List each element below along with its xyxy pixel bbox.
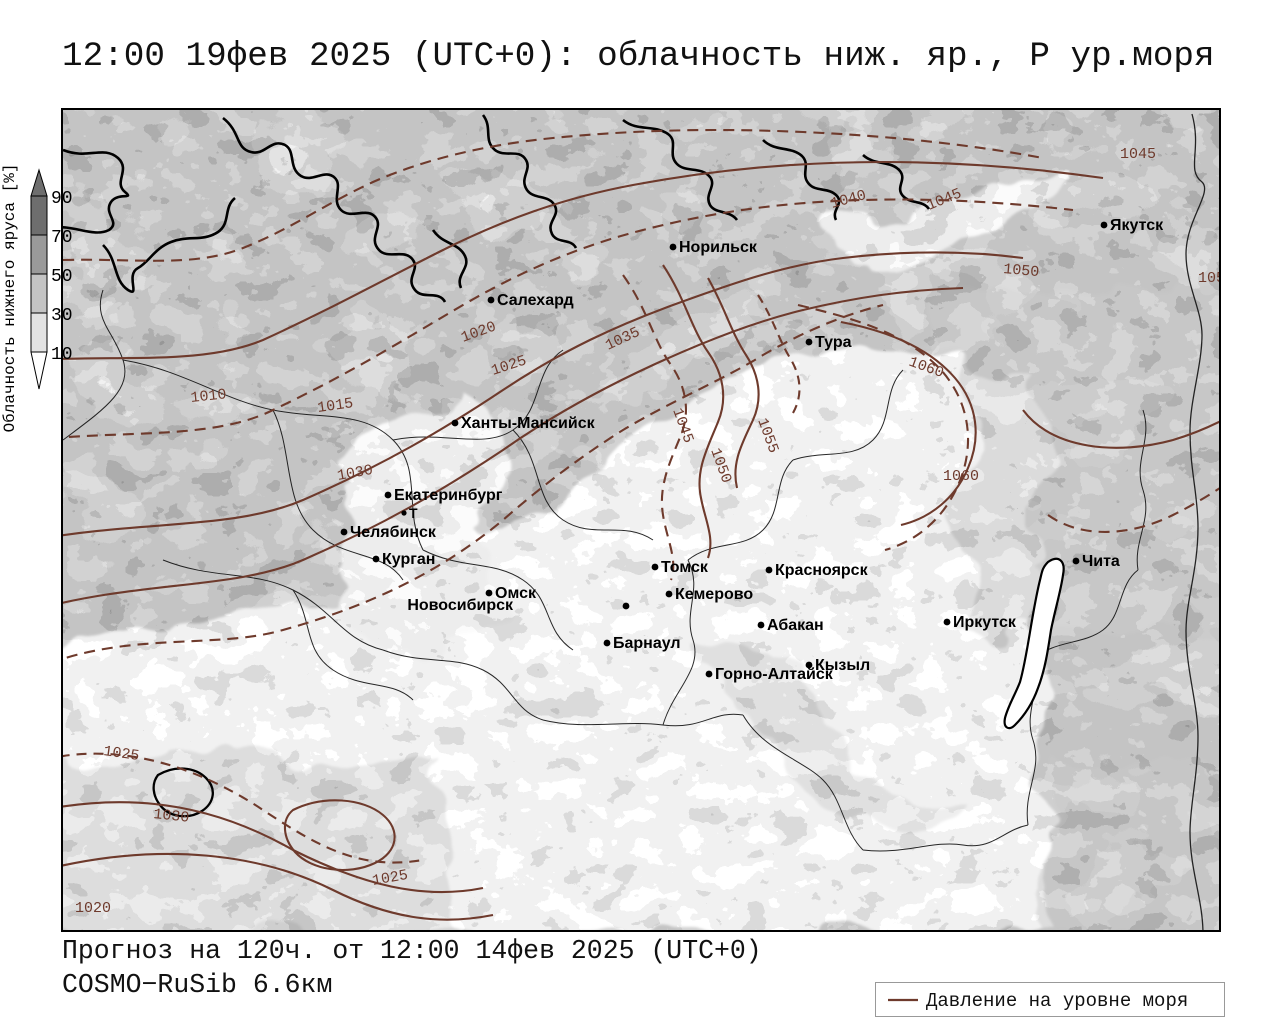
svg-text:Чита: Чита (1082, 553, 1120, 570)
svg-text:Новосибирск: Новосибирск (407, 597, 514, 614)
svg-text:50: 50 (51, 267, 73, 287)
svg-text:1045: 1045 (1120, 146, 1156, 163)
svg-text:30: 30 (51, 306, 73, 326)
svg-text:90: 90 (51, 189, 73, 209)
svg-text:Красноярск: Красноярск (775, 562, 869, 579)
svg-text:Давление на уровне моря: Давление на уровне моря (926, 990, 1188, 1012)
svg-text:Якутск: Якутск (1110, 217, 1164, 234)
svg-text:Томск: Томск (661, 559, 709, 576)
svg-text:Курган: Курган (382, 551, 435, 568)
svg-text:Норильск: Норильск (679, 239, 758, 256)
svg-text:Екатеринбург: Екатеринбург (394, 487, 503, 504)
svg-text:1050: 1050 (1003, 261, 1040, 281)
svg-text:1060: 1060 (943, 468, 979, 485)
svg-text:Облачность нижнего яруса [%]: Облачность нижнего яруса [%] (1, 164, 19, 433)
svg-text:Абакан: Абакан (767, 617, 824, 634)
svg-text:70: 70 (51, 228, 73, 248)
svg-text:Салехард: Салехард (497, 292, 574, 309)
svg-text:Ханты-Мансийск: Ханты-Мансийск (461, 415, 596, 432)
svg-text:1020: 1020 (75, 900, 111, 917)
svg-text:Челябинск: Челябинск (350, 524, 437, 541)
svg-text:Кемерово: Кемерово (675, 586, 753, 603)
svg-text:Тура: Тура (815, 334, 852, 351)
svg-text:Кызыл: Кызыл (815, 657, 870, 674)
svg-text:1050: 1050 (1198, 270, 1221, 287)
svg-text:10: 10 (51, 345, 73, 365)
svg-text:Барнаул: Барнаул (613, 635, 681, 652)
svg-text:Иркутск: Иркутск (953, 614, 1017, 631)
svg-text:Т: Т (409, 505, 418, 521)
